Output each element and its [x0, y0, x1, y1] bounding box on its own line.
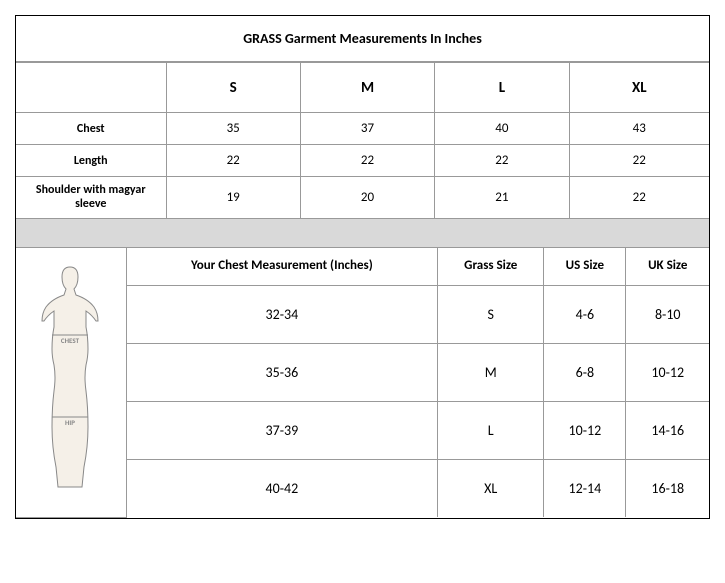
- conv-uk-1: 10-12: [626, 343, 709, 401]
- chest-xl: 43: [569, 113, 709, 145]
- size-conversion-table: CHEST HIP Your Chest Measurement (Inches…: [16, 247, 709, 518]
- conv-uk-2: 14-16: [626, 401, 709, 459]
- table-row: Length 22 22 22 22: [16, 145, 709, 177]
- shoulder-s: 19: [166, 177, 300, 219]
- shoulder-l: 21: [435, 177, 569, 219]
- size-header-row: S M L XL: [16, 63, 709, 113]
- length-m: 22: [300, 145, 434, 177]
- mannequin-cell: CHEST HIP: [16, 247, 126, 517]
- empty-header: [16, 63, 166, 113]
- mannequin-icon: CHEST HIP: [28, 259, 113, 499]
- conv-us-2: 10-12: [544, 401, 626, 459]
- mannequin-body: [42, 267, 98, 487]
- row-label-length: Length: [16, 145, 166, 177]
- table-row: Shoulder with magyar sleeve 19 20 21 22: [16, 177, 709, 219]
- conv-grass-1: M: [438, 343, 544, 401]
- table-row: Chest 35 37 40 43: [16, 113, 709, 145]
- conv-chest-1: 35-36: [126, 343, 438, 401]
- length-xl: 22: [569, 145, 709, 177]
- conv-us-3: 12-14: [544, 459, 626, 517]
- shoulder-xl: 22: [569, 177, 709, 219]
- header-us-size: US Size: [544, 247, 626, 285]
- conv-grass-3: XL: [438, 459, 544, 517]
- header-chest-measurement: Your Chest Measurement (Inches): [126, 247, 438, 285]
- length-s: 22: [166, 145, 300, 177]
- conv-us-1: 6-8: [544, 343, 626, 401]
- measurements-table: S M L XL Chest 35 37 40 43 Length 22 22 …: [16, 62, 709, 219]
- chest-label: CHEST: [61, 336, 80, 345]
- size-header-m: M: [300, 63, 434, 113]
- conv-chest-2: 37-39: [126, 401, 438, 459]
- chart-title: GRASS Garment Measurements In Inches: [16, 16, 709, 62]
- conv-uk-3: 16-18: [626, 459, 709, 517]
- chest-m: 37: [300, 113, 434, 145]
- conv-grass-2: L: [438, 401, 544, 459]
- chest-l: 40: [435, 113, 569, 145]
- section-divider: [16, 219, 709, 247]
- conv-us-0: 4-6: [544, 285, 626, 343]
- size-header-xl: XL: [569, 63, 709, 113]
- conv-chest-3: 40-42: [126, 459, 438, 517]
- row-label-chest: Chest: [16, 113, 166, 145]
- conversion-header-row: CHEST HIP Your Chest Measurement (Inches…: [16, 247, 709, 285]
- header-uk-size: UK Size: [626, 247, 709, 285]
- hip-label: HIP: [65, 418, 75, 427]
- conv-grass-0: S: [438, 285, 544, 343]
- conv-uk-0: 8-10: [626, 285, 709, 343]
- size-header-s: S: [166, 63, 300, 113]
- row-label-shoulder: Shoulder with magyar sleeve: [16, 177, 166, 219]
- shoulder-m: 20: [300, 177, 434, 219]
- size-header-l: L: [435, 63, 569, 113]
- length-l: 22: [435, 145, 569, 177]
- size-chart-container: GRASS Garment Measurements In Inches S M…: [15, 15, 710, 519]
- header-grass-size: Grass Size: [438, 247, 544, 285]
- conv-chest-0: 32-34: [126, 285, 438, 343]
- chest-s: 35: [166, 113, 300, 145]
